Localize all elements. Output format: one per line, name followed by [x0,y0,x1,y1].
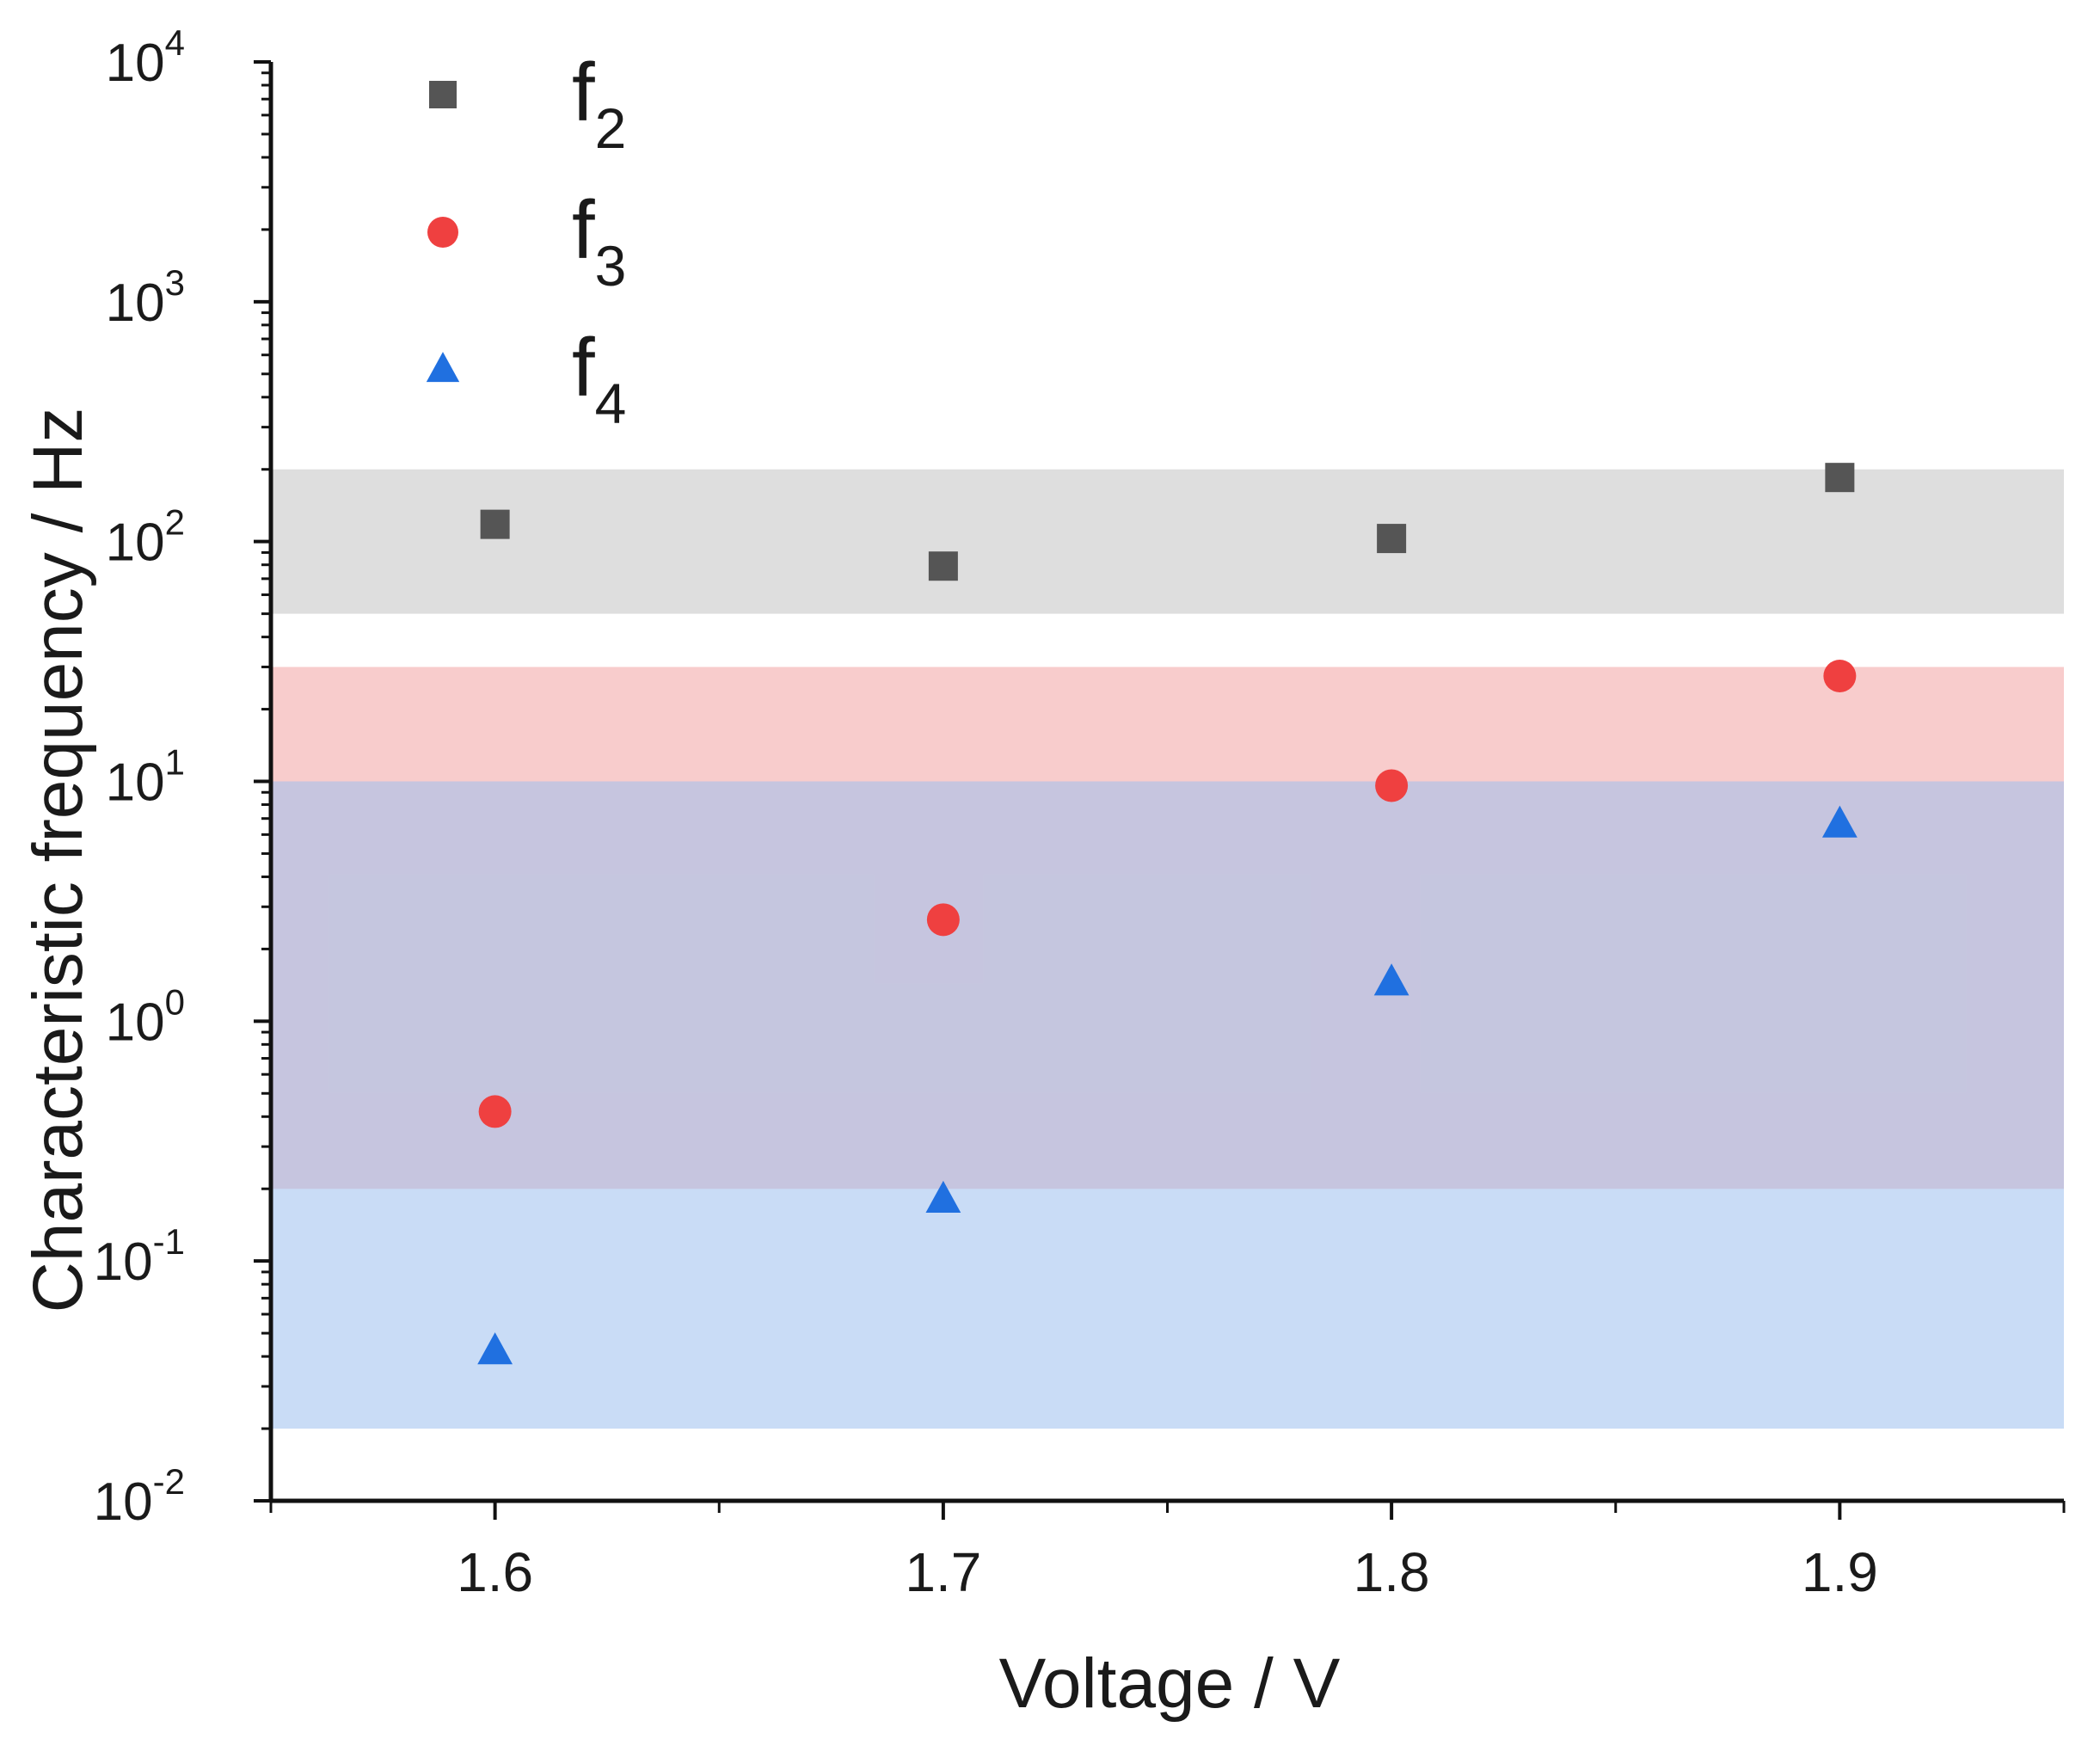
x-tick-label: 1.7 [905,1541,981,1603]
legend-marker [429,81,457,108]
y-tick-label: 103 [106,262,185,333]
y-tick-label: 102 [106,502,185,573]
legend: f2 f3 f4 [426,46,626,435]
y-axis-label: Characteristic frequency / Hz [19,408,97,1313]
data-point [925,1180,961,1213]
series-f4 [477,805,1858,1365]
data-point [928,551,958,581]
legend-label: f3 [572,184,626,298]
data-point [478,1095,512,1128]
x-tick-label: 1.6 [457,1541,533,1603]
series-f2 [480,463,1855,581]
shaded-bands [271,469,2064,1429]
legend-label: f2 [572,46,626,160]
y-tick-label: 10-2 [94,1461,185,1532]
legend-label: f4 [572,322,626,435]
y-tick-label: 100 [106,981,185,1052]
legend-item-f3: f3 [427,184,626,298]
y-tick-label: 10-1 [94,1221,185,1292]
y-tick-label: 104 [106,22,185,93]
legend-item-f2: f2 [429,46,626,160]
data-point [1375,769,1409,802]
x-axis-label: Voltage / V [999,1644,1341,1723]
data-point [1825,463,1855,493]
legend-marker [427,217,458,248]
y-tick-label: 101 [106,742,185,813]
data-point [477,1332,513,1365]
band-4 [271,781,2064,1429]
legend-marker [426,352,460,383]
x-tick-label: 1.9 [1802,1541,1878,1603]
data-point [1821,805,1858,838]
band-2 [271,469,2064,614]
series-f3 [478,659,1857,1128]
data-point [480,509,510,539]
data-point [926,903,960,937]
data-points [477,463,1858,1365]
axes: 1.6 1.7 1.8 1.9 10-2 10-1 100 101 102 103 104 [94,22,2066,1603]
data-point [1373,963,1409,996]
data-point [1823,659,1857,692]
data-point [1377,524,1407,554]
x-tick-label: 1.8 [1354,1541,1430,1603]
legend-item-f4: f4 [426,322,626,435]
